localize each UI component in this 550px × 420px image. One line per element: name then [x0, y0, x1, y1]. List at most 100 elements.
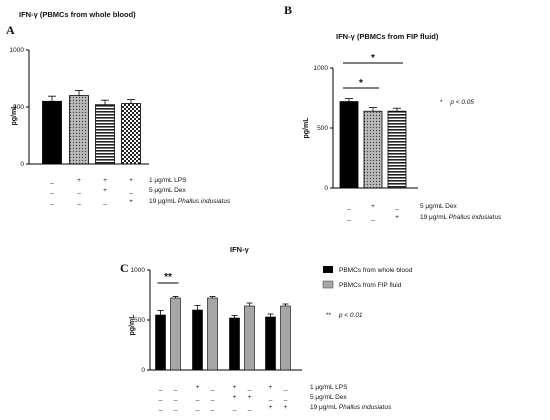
panel-letter-c: C: [120, 261, 129, 275]
panel-a-plot: 0 500 1000 _ + + +1 μg/mL LPS _ _ + _ 5 μg/mL Dex _ _…: [10, 47, 231, 205]
legend-swatch-whole-blood: [323, 266, 333, 273]
bar: [121, 103, 141, 165]
treatment-sign: _: [49, 187, 54, 194]
legend-swatch-fip-fluid: [322, 280, 334, 289]
bar: [170, 297, 181, 371]
treatment-label-text: 1 μg/mL LPS: [310, 384, 348, 391]
panel-a-ylabel: pg/mL: [11, 104, 18, 126]
legend-label-fip-fluid: PBMCs from FIP fluid: [339, 282, 402, 289]
treatment-sign: _: [346, 203, 351, 210]
treatment-sign: +: [77, 177, 81, 184]
treatment-label-text: 1 μg/mL LPS: [149, 177, 187, 184]
treatment-sign: _: [49, 177, 54, 184]
treatment-label: 5 μg/mL Dex: [420, 203, 457, 210]
panel-c: C IFN-γ pg/mL 0 500 1000 ** _ _ + _ + _ + _ 1 μg/mL …: [120, 245, 413, 411]
treatment-label-text: 19 μg/mL: [149, 198, 178, 205]
y-tick-label: 0: [20, 161, 24, 168]
treatment-sign: +: [371, 203, 375, 210]
treatment-sign: +: [196, 384, 200, 391]
y-tick-label: 500: [13, 104, 24, 111]
treatment-sign: _: [370, 214, 375, 221]
panel-b-note-stars: *: [440, 99, 443, 106]
treatment-sign: _: [283, 394, 288, 401]
treatment-label-text: 5 μg/mL Dex: [420, 203, 457, 210]
treatment-sign: +: [103, 177, 107, 184]
panel-c-plot: 0 500 1000 ** _ _ + _ + _ + _ 1 μg/mL LPS _ _ _ _ + + _ _ 5 μ…: [131, 267, 392, 411]
panel-b-title: IFN-γ (PBMCs from FIP fluid): [336, 32, 439, 41]
bar: [192, 309, 203, 371]
treatment-sign: _: [76, 198, 81, 205]
bar: [363, 110, 383, 189]
bar: [207, 297, 218, 371]
treatment-sign: _: [210, 394, 215, 401]
treatment-sign: _: [173, 404, 178, 411]
panel-letter-b: B: [284, 3, 292, 17]
treatment-sign: +: [284, 404, 288, 411]
treatment-label-text: 19 μg/mL: [310, 404, 339, 411]
panel-a-title: IFN-γ (PBMCs from whole blood): [19, 10, 136, 19]
bar: [69, 95, 89, 165]
bar: [155, 314, 166, 371]
treatment-sign: _: [283, 384, 288, 391]
treatment-label-text: 5 μg/mL Dex: [310, 394, 347, 401]
treatment-label: 1 μg/mL LPS: [149, 177, 187, 184]
treatment-sign: _: [76, 187, 81, 194]
bar: [42, 100, 62, 165]
panel-b-ylabel: pg/mL: [303, 117, 310, 139]
bar: [229, 317, 240, 371]
treatment-sign: +: [248, 394, 252, 401]
treatment-sign: _: [346, 214, 351, 221]
bar: [280, 305, 291, 371]
y-tick-label: 500: [134, 317, 145, 324]
treatment-label-italic: Phallus indusiatus: [449, 214, 502, 221]
treatment-sign: +: [269, 384, 273, 391]
treatment-sign: _: [247, 404, 252, 411]
treatment-sign: _: [268, 394, 273, 401]
treatment-sign: _: [195, 394, 200, 401]
y-tick-label: 1000: [10, 47, 25, 54]
treatment-sign: +: [395, 214, 399, 221]
y-tick-label: 500: [317, 125, 328, 132]
treatment-sign: +: [103, 187, 107, 194]
panel-c-note: ** p < 0.01: [326, 312, 363, 319]
panel-c-ylabel: pg/mL: [129, 314, 136, 336]
treatment-label: 1 μg/mL LPS: [310, 384, 348, 391]
panel-c-title: IFN-γ: [230, 245, 250, 254]
treatment-sign: _: [102, 198, 107, 205]
treatment-label: 19 μg/mL Phallus indusiatus: [149, 198, 231, 205]
treatment-sign: _: [128, 187, 133, 194]
treatment-label: 5 μg/mL Dex: [310, 394, 347, 401]
treatment-label: 19 μg/mL Phallus indusiatus: [310, 404, 392, 411]
panel-b-note-text: p < 0.05: [449, 99, 474, 106]
treatment-label-text: 5 μg/mL Dex: [149, 187, 186, 194]
y-tick-label: 1000: [131, 267, 146, 274]
treatment-label-italic: Phallus indusiatus: [339, 404, 392, 411]
panel-b-note: * p < 0.05: [440, 99, 474, 106]
treatment-sign: _: [158, 384, 163, 391]
treatment-sign: _: [195, 404, 200, 411]
treatment-label-italic: Phallus indusiatus: [178, 198, 231, 205]
treatment-sign: +: [269, 404, 273, 411]
treatment-sign: _: [173, 394, 178, 401]
treatment-sign: _: [210, 404, 215, 411]
y-tick-label: 0: [141, 367, 145, 374]
treatment-sign: _: [247, 384, 252, 391]
treatment-label-text: 19 μg/mL: [420, 214, 449, 221]
panel-c-legend: PBMCs from whole blood PBMCs from FIP fl…: [322, 266, 413, 289]
treatment-sign: _: [158, 404, 163, 411]
treatment-sign: +: [129, 177, 133, 184]
treatment-label: 5 μg/mL Dex: [149, 187, 186, 194]
bar: [265, 316, 276, 371]
treatment-sign: _: [232, 404, 237, 411]
panel-c-note-stars: **: [326, 312, 332, 319]
bar: [339, 101, 359, 189]
bar: [95, 104, 115, 165]
treatment-sign: _: [49, 198, 54, 205]
panel-c-note-text: p < 0.01: [338, 312, 363, 319]
treatment-label: 19 μg/mL Phallus indusiatus: [420, 214, 502, 221]
treatment-sign: _: [158, 394, 163, 401]
treatment-sign: +: [233, 394, 237, 401]
significance-star: **: [164, 272, 172, 283]
panel-a: A IFN-γ (PBMCs from whole blood) pg/mL 0…: [6, 10, 231, 205]
